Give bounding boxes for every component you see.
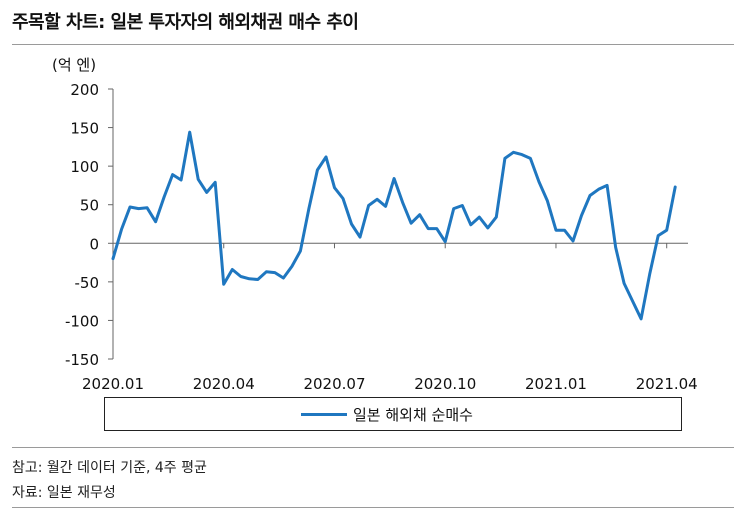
y-tick-label: -150 bbox=[65, 351, 99, 369]
y-axis-unit-label: (억 엔) bbox=[52, 56, 97, 74]
x-tick-label: 2020.10 bbox=[414, 375, 476, 393]
top-divider bbox=[12, 44, 734, 45]
y-tick-label: 200 bbox=[70, 81, 99, 99]
x-tick-label: 2020.04 bbox=[193, 375, 255, 393]
y-tick-label: 50 bbox=[80, 197, 99, 215]
line-chart: 200 150 100 50 0 -50 -100 -150 2020.01 2020.04 202… bbox=[65, 81, 698, 393]
y-tick-label: 100 bbox=[70, 158, 99, 176]
x-tick-label: 2021.01 bbox=[525, 375, 587, 393]
y-tick-label: 0 bbox=[89, 235, 99, 253]
source-note: 자료: 일본 재무성 bbox=[12, 485, 116, 501]
legend: 일본 해외채 순매수 bbox=[104, 397, 682, 431]
notes-divider bbox=[12, 447, 734, 448]
y-tick-label: 150 bbox=[70, 120, 99, 138]
y-tick-label: -100 bbox=[65, 312, 99, 330]
legend-label: 일본 해외채 순매수 bbox=[353, 406, 473, 424]
bottom-divider bbox=[12, 507, 734, 508]
chart-title: 주목할 차트: 일본 투자자의 해외채권 매수 추이 bbox=[12, 12, 359, 33]
x-tick-label: 2021.04 bbox=[636, 375, 698, 393]
series-line bbox=[111, 130, 677, 321]
x-tick-label: 2020.01 bbox=[82, 375, 144, 393]
y-tick-label: -50 bbox=[75, 274, 100, 292]
x-tick-label: 2020.07 bbox=[303, 375, 365, 393]
reference-note: 참고: 월간 데이터 기준, 4주 평균 bbox=[12, 460, 207, 476]
legend-swatch bbox=[301, 413, 347, 416]
